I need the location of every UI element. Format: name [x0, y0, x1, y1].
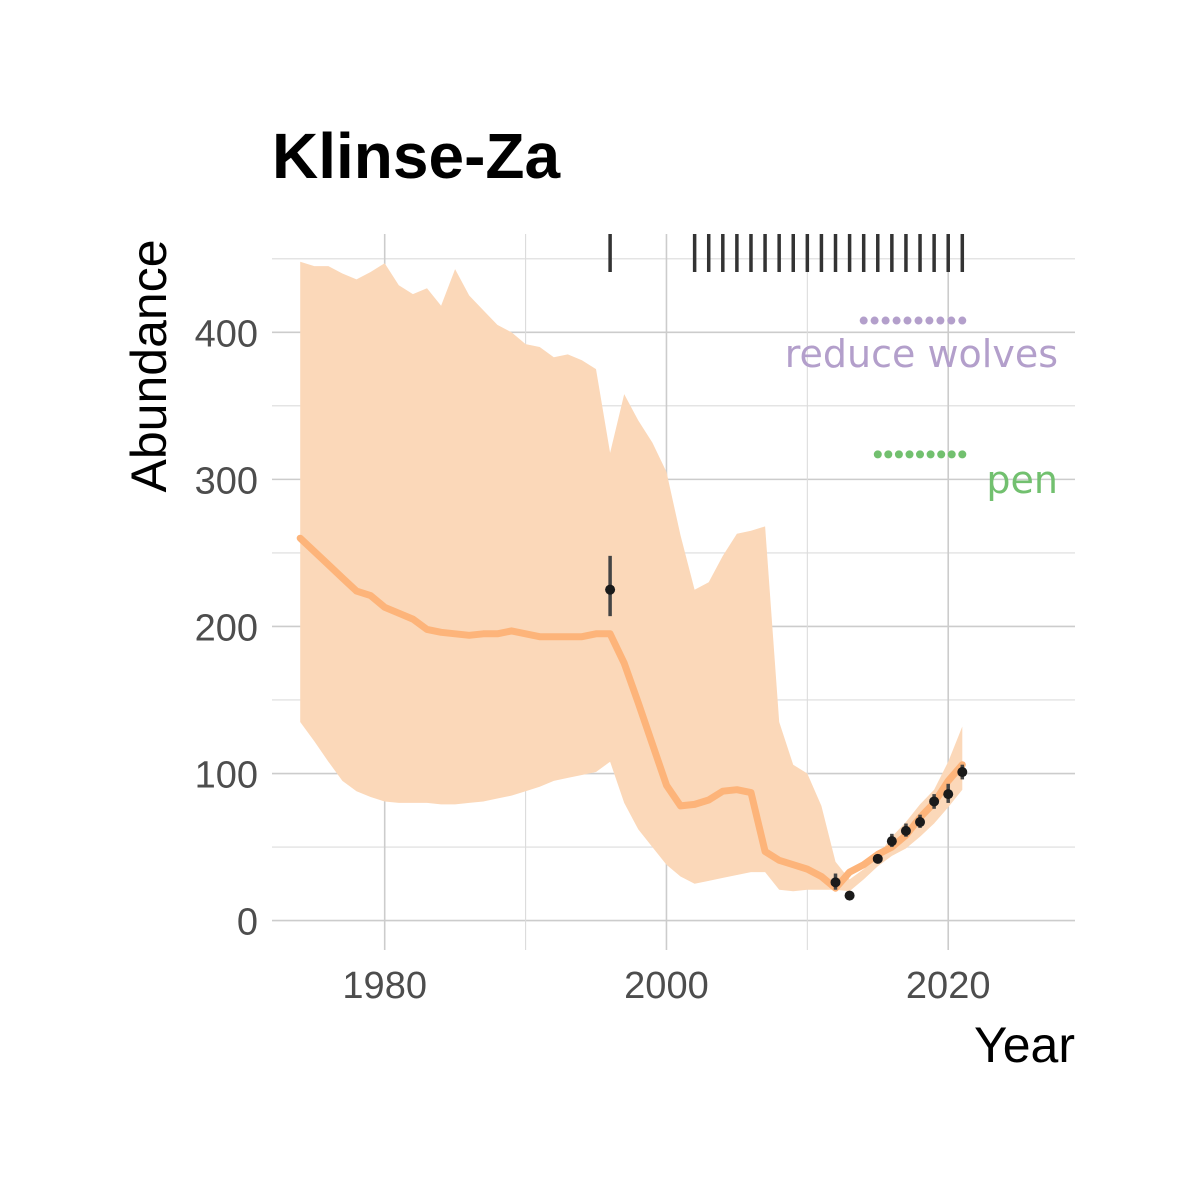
treatment-dot [870, 316, 879, 325]
observation-point [886, 836, 897, 847]
x-tick-label: 2000 [624, 965, 709, 1007]
survey-rugs [608, 234, 965, 272]
observation-point [943, 789, 954, 800]
x-tick-label: 2020 [906, 965, 991, 1007]
observation-point [915, 817, 926, 828]
treatment-dot [873, 450, 882, 459]
treatment-dot [916, 450, 924, 459]
y-tick-label: 0 [237, 902, 258, 944]
observation-point [605, 584, 616, 595]
treatment-dot [958, 316, 967, 325]
treatment-dot [926, 450, 935, 459]
observation-point [957, 767, 968, 778]
y-axis-title: Abundance [121, 239, 177, 492]
treatment-dot [903, 316, 912, 325]
x-axis-title: Year [974, 1017, 1075, 1073]
treatment-dot [881, 316, 890, 325]
y-tick-label: 100 [195, 755, 258, 797]
observation-point [900, 825, 911, 836]
y-axis-ticks: 0 100 200 300 400 [195, 313, 258, 943]
treatment-dot [884, 450, 893, 459]
observation-point [872, 853, 883, 864]
treatment-dot [937, 450, 946, 459]
treatments: reduce wolves pen [785, 316, 1058, 502]
treatment-dot [925, 316, 934, 325]
observation-point [830, 877, 841, 888]
observations [605, 555, 968, 901]
y-tick-label: 200 [195, 607, 258, 649]
y-tick-label: 300 [195, 460, 258, 502]
chart-title: Klinse-Za [272, 120, 560, 192]
x-tick-label: 1980 [342, 965, 427, 1007]
treatment-dot [947, 450, 956, 459]
treatment-dot [892, 316, 901, 325]
treatment-dot [905, 450, 914, 459]
abundance-line [296, 534, 966, 892]
treatment-dot [894, 450, 903, 459]
treatment-dot [958, 450, 967, 459]
observation-point [844, 890, 855, 901]
treatment-dot [859, 316, 868, 325]
pen-label: pen [986, 458, 1058, 502]
treatment-dot [947, 316, 956, 325]
confidence-band-area [300, 261, 963, 892]
observation-point [929, 796, 940, 807]
abundance-line-path [296, 534, 966, 892]
treatment-dot [914, 316, 923, 325]
treatment-dot [936, 316, 945, 325]
x-axis-ticks: 1980 2000 2020 [342, 965, 990, 1007]
reduce-wolves-label: reduce wolves [785, 332, 1058, 376]
y-tick-label: 400 [195, 313, 258, 355]
confidence-band [300, 261, 963, 892]
